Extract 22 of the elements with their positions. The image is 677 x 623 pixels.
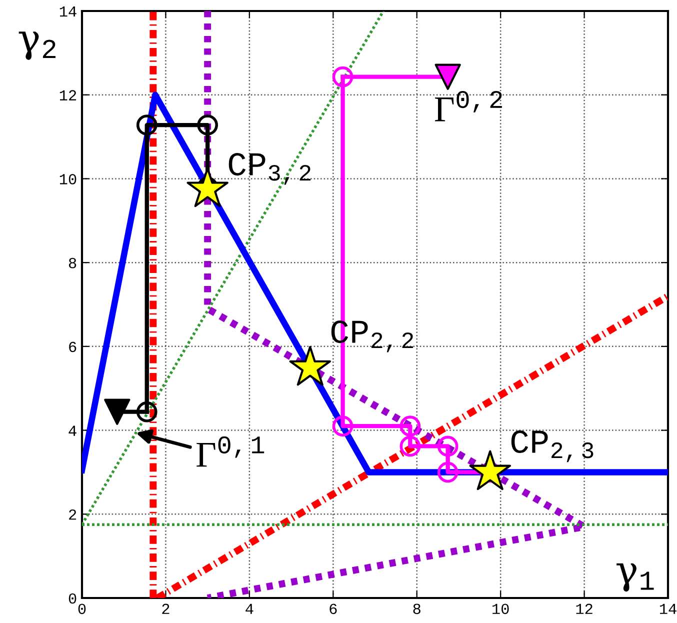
- y-tick-label: 0: [68, 593, 76, 604]
- y-tick-label: 2: [69, 509, 76, 520]
- x-tick-label: 2: [162, 604, 170, 614]
- y-tick-label: 6: [69, 342, 76, 352]
- annotation: Γ$^{0,2}$: [434, 90, 502, 122]
- y-tick-label: 10: [60, 174, 76, 184]
- annotation: CP$_{3,2}$: [228, 152, 310, 185]
- x-axis-title: γ$_{1}$: [616, 563, 654, 592]
- y-tick-label: 4: [68, 426, 76, 436]
- y-tick-label: 14: [60, 6, 76, 17]
- annotation: Γ$^{0,1}$: [196, 436, 264, 467]
- y-tick-label: 8: [68, 258, 76, 268]
- x-tick-label: 14: [660, 604, 676, 614]
- y-tick-label: 12: [60, 90, 76, 100]
- annotation: CP$_{2,3}$: [511, 430, 594, 462]
- x-tick-label: 0: [78, 604, 86, 614]
- x-tick-label: 6: [330, 604, 337, 614]
- x-tick-label: 4: [246, 604, 254, 614]
- x-tick-label: 10: [492, 604, 509, 614]
- y-axis-title: γ$_{2}$: [18, 32, 56, 60]
- x-tick-label: 12: [576, 604, 592, 614]
- x-tick-label: 8: [413, 604, 420, 614]
